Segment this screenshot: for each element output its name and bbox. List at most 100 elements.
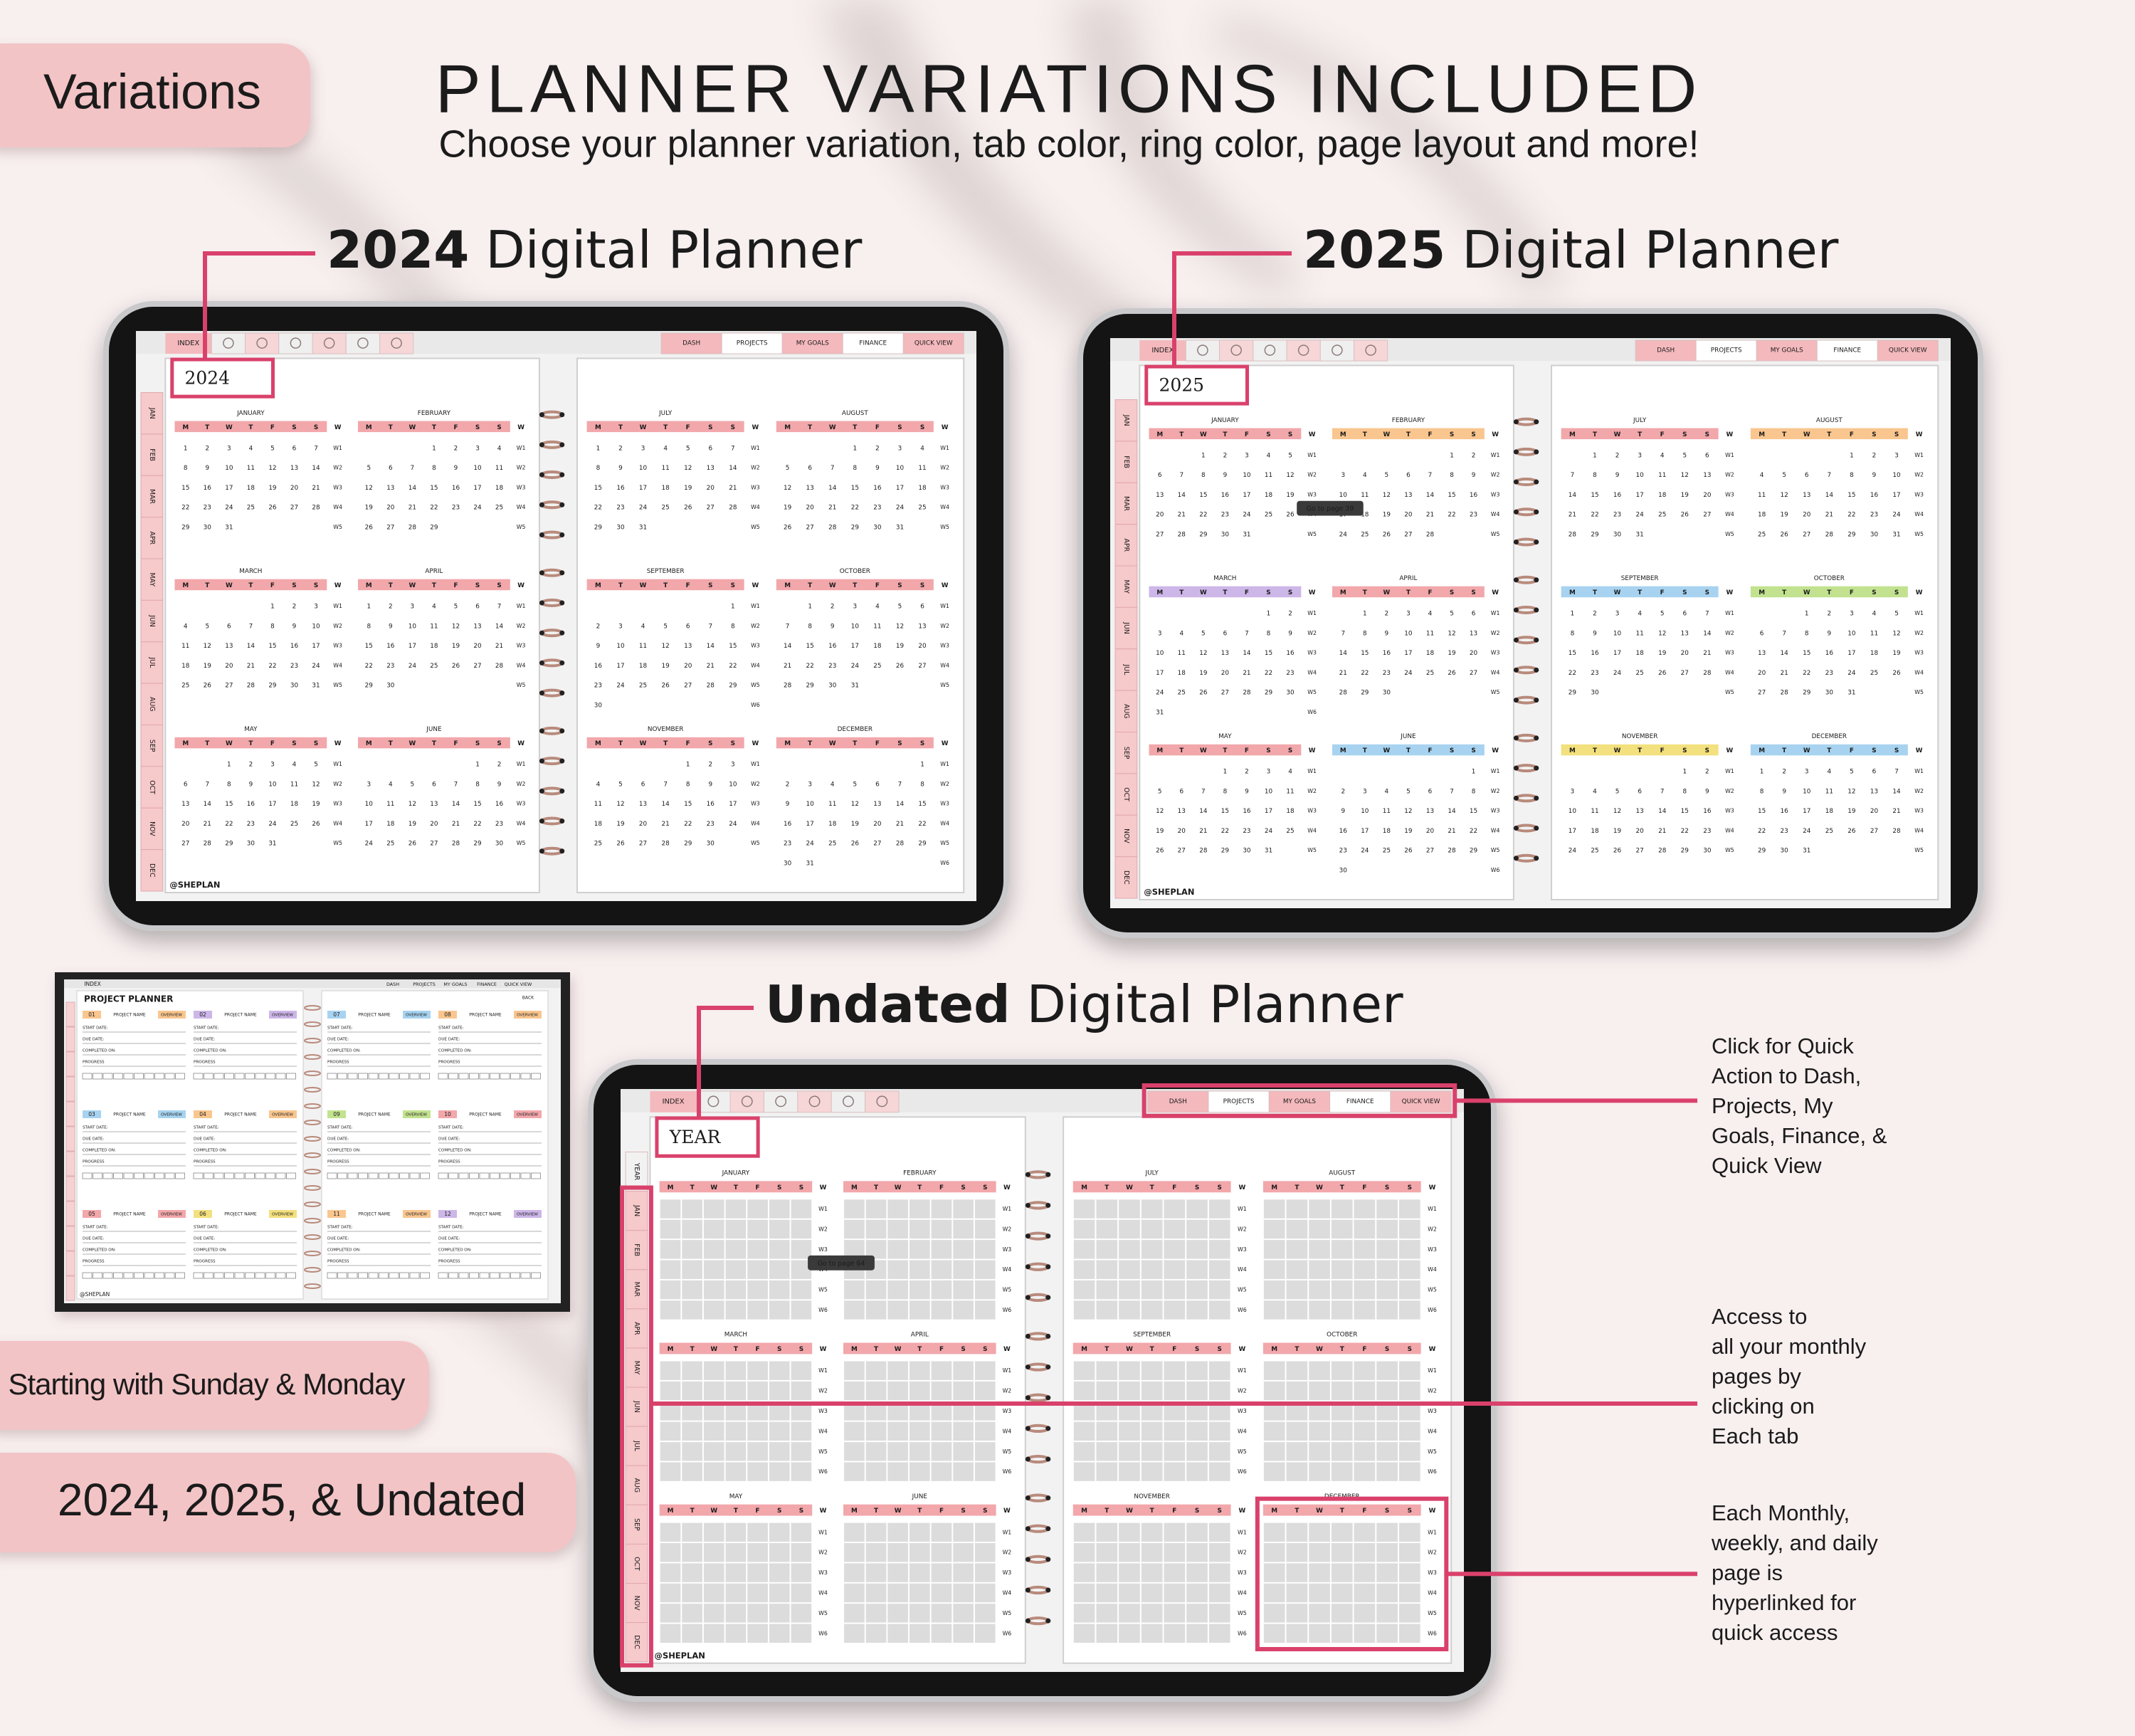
day-cell[interactable] [1141, 1563, 1163, 1582]
day-cell[interactable] [747, 1583, 768, 1603]
day[interactable]: 15 [806, 643, 814, 650]
day[interactable]: 26 [851, 841, 860, 848]
day-cell[interactable] [791, 1522, 812, 1542]
day-cell[interactable] [865, 1300, 887, 1320]
day[interactable]: 1 [367, 603, 371, 610]
side-tab[interactable] [1114, 565, 1138, 608]
day-cell[interactable] [682, 1563, 702, 1582]
day[interactable]: 8 [270, 623, 275, 630]
day[interactable]: 1 [686, 762, 690, 769]
day[interactable]: 21 [707, 663, 715, 670]
day[interactable]: 26 [1383, 531, 1391, 538]
day[interactable]: 3 [1615, 610, 1620, 617]
day[interactable]: 30 [495, 841, 504, 848]
day[interactable]: 17 [268, 801, 276, 808]
day[interactable]: 9 [1223, 472, 1228, 479]
day[interactable]: 9 [596, 643, 601, 650]
day[interactable]: 21 [452, 821, 460, 828]
day[interactable]: 4 [1385, 788, 1389, 795]
day-cell[interactable] [844, 1604, 865, 1623]
day[interactable]: 11 [828, 801, 836, 808]
day[interactable]: 13 [1426, 808, 1434, 815]
day-cell[interactable] [1073, 1361, 1095, 1380]
side-tab[interactable] [1114, 814, 1138, 858]
day[interactable]: 1 [475, 762, 480, 769]
day-cell[interactable] [1096, 1543, 1118, 1562]
day-cell[interactable] [953, 1624, 974, 1643]
day[interactable]: 28 [1448, 848, 1456, 855]
day[interactable]: 26 [662, 683, 670, 690]
day[interactable]: 26 [1448, 670, 1456, 677]
day[interactable]: 22 [473, 821, 481, 828]
day-cell[interactable] [1186, 1604, 1208, 1623]
day[interactable]: 11 [1426, 630, 1434, 637]
day-cell[interactable] [1164, 1442, 1186, 1461]
day[interactable]: 4 [497, 445, 502, 452]
day[interactable]: 27 [1178, 848, 1186, 855]
day-cell[interactable] [1164, 1280, 1186, 1300]
day[interactable]: 3 [1571, 788, 1575, 795]
day[interactable]: 4 [389, 781, 393, 788]
day[interactable]: 15 [594, 485, 602, 492]
day-cell[interactable] [953, 1240, 974, 1259]
day-cell[interactable] [974, 1240, 996, 1259]
day-cell[interactable] [747, 1563, 768, 1582]
side-tab[interactable] [625, 1465, 648, 1505]
day-cell[interactable] [1073, 1522, 1095, 1542]
day[interactable]: 9 [1828, 630, 1832, 637]
day[interactable]: 31 [1847, 690, 1855, 697]
day-cell[interactable] [1073, 1260, 1095, 1279]
day-cell[interactable] [1398, 1300, 1420, 1320]
day[interactable]: 21 [1569, 512, 1576, 519]
day[interactable]: 7 [831, 465, 835, 472]
day[interactable]: 11 [1178, 650, 1186, 657]
day[interactable]: 21 [312, 485, 320, 492]
day-cell[interactable] [1331, 1219, 1353, 1239]
day-cell[interactable] [865, 1624, 887, 1643]
day-cell[interactable] [682, 1381, 702, 1401]
day[interactable]: 8 [1472, 788, 1476, 795]
side-tab[interactable] [625, 1151, 648, 1192]
day-cell[interactable] [791, 1421, 812, 1441]
day[interactable]: 26 [1847, 828, 1856, 835]
day-cell[interactable] [1096, 1199, 1118, 1219]
side-tab[interactable] [625, 1622, 648, 1663]
day[interactable]: 9 [1341, 808, 1345, 815]
day-cell[interactable] [682, 1421, 702, 1441]
day[interactable]: 16 [1781, 808, 1789, 815]
day[interactable]: 25 [1361, 531, 1369, 538]
day-cell[interactable] [1141, 1442, 1163, 1461]
day-cell[interactable] [682, 1300, 702, 1320]
day[interactable]: 25 [1658, 512, 1666, 519]
day[interactable]: 16 [290, 643, 299, 650]
day-cell[interactable] [1331, 1604, 1353, 1623]
day[interactable]: 20 [1636, 828, 1645, 835]
day[interactable]: 1 [1850, 452, 1854, 459]
day[interactable]: 16 [1613, 492, 1622, 499]
day-cell[interactable] [1096, 1522, 1118, 1542]
day-cell[interactable] [1263, 1442, 1285, 1461]
day[interactable]: 20 [873, 821, 882, 828]
day[interactable]: 23 [1383, 670, 1391, 677]
day-cell[interactable] [1096, 1442, 1118, 1461]
nav-tab[interactable] [721, 332, 783, 354]
day[interactable]: 9 [1385, 630, 1389, 637]
day[interactable]: 20 [707, 485, 715, 492]
day[interactable]: 14 [896, 801, 905, 808]
day[interactable]: 19 [365, 505, 373, 512]
day[interactable]: 28 [707, 683, 715, 690]
day[interactable]: 16 [873, 485, 882, 492]
day-cell[interactable] [1164, 1462, 1186, 1481]
day-cell[interactable] [725, 1381, 747, 1401]
day[interactable]: 8 [1267, 630, 1271, 637]
side-tab[interactable] [140, 433, 164, 476]
day[interactable]: 1 [270, 603, 275, 610]
day-cell[interactable] [1096, 1604, 1118, 1623]
day[interactable]: 25 [1178, 690, 1186, 697]
day-cell[interactable] [1073, 1624, 1095, 1643]
day[interactable]: 30 [1383, 690, 1391, 697]
day-cell[interactable] [909, 1300, 930, 1320]
day-cell[interactable] [974, 1361, 996, 1380]
day[interactable]: 16 [204, 485, 212, 492]
day[interactable]: 28 [1426, 531, 1435, 538]
